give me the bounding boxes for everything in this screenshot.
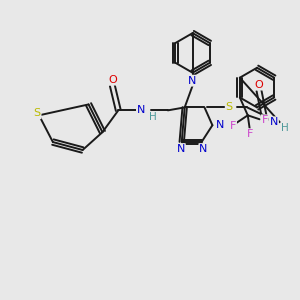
Text: N: N	[176, 144, 185, 154]
Text: F: F	[230, 121, 236, 131]
Text: S: S	[226, 102, 233, 112]
Text: N: N	[216, 120, 224, 130]
Text: F: F	[261, 115, 268, 125]
Text: S: S	[34, 108, 40, 118]
Text: N: N	[137, 105, 145, 116]
Text: N: N	[270, 117, 278, 127]
Text: O: O	[108, 75, 117, 85]
Text: H: H	[281, 123, 289, 133]
Text: N: N	[199, 144, 208, 154]
Text: H: H	[149, 112, 157, 122]
Text: O: O	[255, 80, 263, 90]
Text: F: F	[247, 129, 253, 139]
Text: N: N	[188, 76, 196, 85]
